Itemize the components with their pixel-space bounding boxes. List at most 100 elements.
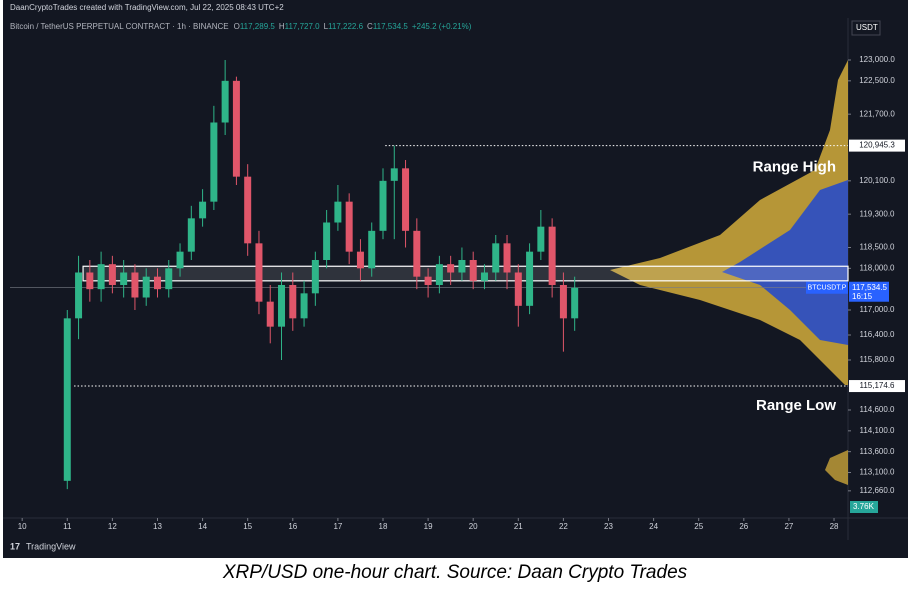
volume-label-box xyxy=(850,501,878,513)
candle-body xyxy=(402,168,410,231)
candle-body xyxy=(165,268,173,290)
candle-body xyxy=(424,276,432,285)
x-tick-label: 15 xyxy=(243,522,252,531)
y-tick-label: 113,600.0 xyxy=(860,447,896,456)
y-tick-label: 118,500.0 xyxy=(860,243,896,252)
candle-body xyxy=(199,201,207,219)
x-tick-label: 12 xyxy=(108,522,117,531)
y-tick-label: 118,000.0 xyxy=(860,263,896,272)
candle-body xyxy=(142,276,150,298)
candle-body xyxy=(311,260,319,294)
candle-body xyxy=(210,122,218,202)
change: +245.2 (+0.21%) xyxy=(412,22,472,31)
ohlc-value: 117,534.5 xyxy=(373,22,409,31)
ohlc-key: L xyxy=(324,22,329,31)
candle-body xyxy=(537,226,545,252)
candle-body xyxy=(221,80,229,123)
candle-body xyxy=(266,301,274,327)
ohlc-value: 117,727.0 xyxy=(285,22,321,31)
candle-body xyxy=(176,251,184,269)
volume-profile-value-area xyxy=(722,180,848,345)
ohlc-value: 117,289.5 xyxy=(240,22,276,31)
level-label: 120,945.3 xyxy=(859,141,895,150)
candle-body xyxy=(458,260,466,273)
volume-profile xyxy=(825,450,848,485)
y-tick-label: 121,700.0 xyxy=(859,109,895,118)
candle-body xyxy=(435,264,443,285)
ohlc-key: O xyxy=(234,22,240,31)
level-label-box xyxy=(849,139,905,152)
candle-body xyxy=(278,285,286,327)
y-tick-label: 112,660.0 xyxy=(860,486,896,495)
x-tick-label: 16 xyxy=(288,522,297,531)
x-tick-label: 25 xyxy=(694,522,703,531)
countdown: 16:15 xyxy=(852,292,873,301)
candle-body xyxy=(187,218,195,252)
x-tick-label: 17 xyxy=(333,522,342,531)
level-annotation: Range Low xyxy=(756,397,836,414)
candle-body xyxy=(131,272,139,298)
x-tick-label: 22 xyxy=(559,522,568,531)
candle-body xyxy=(75,272,83,319)
candle-body xyxy=(526,251,534,306)
y-tick-label: 117,000.0 xyxy=(860,305,896,314)
ticker-box xyxy=(806,281,848,294)
candle-body xyxy=(323,222,331,260)
candle-body xyxy=(97,264,105,290)
x-tick-label: 28 xyxy=(830,522,839,531)
level-annotation: Range High xyxy=(753,159,836,176)
candle-body xyxy=(413,230,421,277)
y-tick-label: 113,100.0 xyxy=(860,468,896,477)
candle-body xyxy=(120,272,128,285)
candle-body xyxy=(514,272,522,306)
watermark: DaanCryptoTrades created with TradingVie… xyxy=(10,3,284,12)
x-tick-label: 18 xyxy=(379,522,388,531)
candle-body xyxy=(345,201,353,252)
ohlc-key: H xyxy=(279,22,285,31)
candle-body xyxy=(469,260,477,281)
y-tick-label: 122,500.0 xyxy=(859,76,895,85)
candle-body xyxy=(559,285,567,319)
range-zone xyxy=(82,265,849,282)
x-tick-label: 14 xyxy=(198,522,207,531)
y-tick-label: 119,300.0 xyxy=(860,209,896,218)
x-tick-label: 20 xyxy=(469,522,478,531)
candle-body xyxy=(368,230,376,269)
ohlc-value: 117,222.6 xyxy=(328,22,364,31)
x-tick-label: 21 xyxy=(514,522,523,531)
x-tick-label: 13 xyxy=(153,522,162,531)
y-tick-label: 114,100.0 xyxy=(860,426,896,435)
x-tick-label: 11 xyxy=(63,522,72,531)
x-tick-label: 10 xyxy=(18,522,27,531)
candle-body xyxy=(356,251,364,269)
volume-label: 3.76K xyxy=(853,502,875,511)
candle-body xyxy=(548,226,556,285)
level-label-box xyxy=(849,380,905,393)
currency-box xyxy=(851,20,881,36)
symbol: Bitcoin / TetherUS PERPETUAL CONTRACT · … xyxy=(10,22,229,31)
candle-body xyxy=(86,272,94,290)
level-label: 115,174.6 xyxy=(860,381,896,390)
brand-logo: 17 xyxy=(10,541,20,551)
ohlc-key: C xyxy=(367,22,373,31)
y-tick-label: 114,600.0 xyxy=(860,405,896,414)
candle-body xyxy=(232,80,240,177)
candle-body xyxy=(379,180,387,231)
candle-body xyxy=(255,243,263,302)
candle-body xyxy=(503,243,511,273)
x-tick-label: 24 xyxy=(649,522,658,531)
candle-body xyxy=(447,264,455,273)
brand: TradingView xyxy=(26,541,76,551)
candle-body xyxy=(63,318,71,481)
last-price-label: 117,534.5 xyxy=(852,283,888,292)
x-tick-label: 27 xyxy=(784,522,793,531)
candle-body xyxy=(108,264,116,285)
candle-body xyxy=(244,176,252,244)
last-price-box xyxy=(849,281,889,302)
symbol-legend: Bitcoin / TetherUS PERPETUAL CONTRACT · … xyxy=(10,22,472,31)
x-tick-label: 19 xyxy=(424,522,433,531)
currency: USDT xyxy=(856,23,878,32)
y-tick-label: 123,000.0 xyxy=(859,55,895,64)
